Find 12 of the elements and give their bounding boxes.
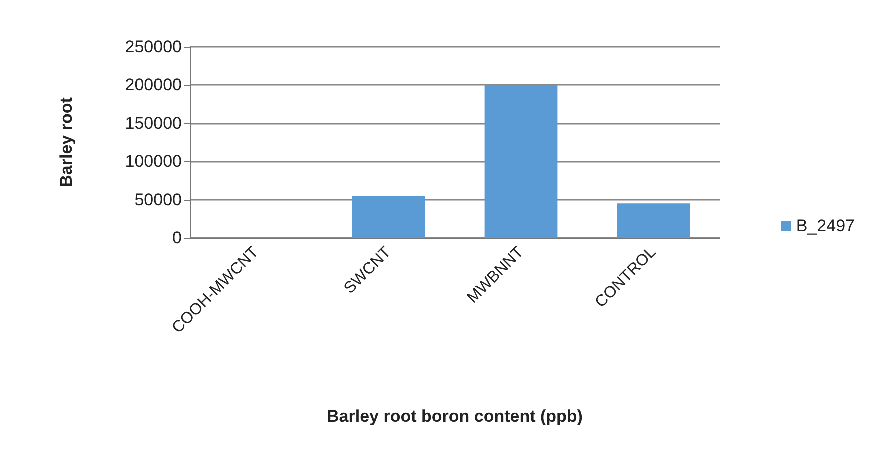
y-tick-label: 100000: [125, 152, 182, 172]
y-tick-label: 0: [172, 228, 182, 248]
bar: [617, 204, 690, 238]
bar: [352, 196, 426, 238]
y-tick-label: 250000: [125, 38, 182, 56]
y-axis-title: Barley root: [57, 97, 76, 188]
y-tick-label: 150000: [125, 114, 182, 133]
y-tick-label: 50000: [134, 190, 182, 210]
bar: [484, 85, 558, 238]
y-tick-label: 200000: [125, 76, 182, 95]
x-axis-title: Barley root boron content (ppb): [327, 407, 583, 426]
legend-label: B_2497: [796, 216, 856, 236]
